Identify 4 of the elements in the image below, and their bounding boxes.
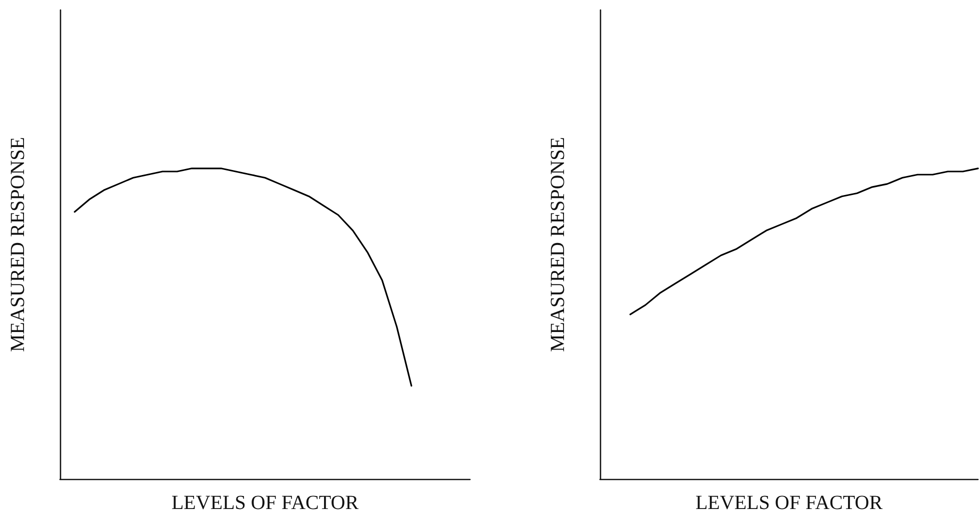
x-axis-title: LEVELS OF FACTOR	[695, 492, 884, 514]
y-axis-title: MEASURED RESPONSE	[7, 136, 29, 352]
x-axis-title: LEVELS OF FACTOR	[171, 492, 360, 514]
y-axis-title: MEASURED RESPONSE	[547, 136, 569, 352]
